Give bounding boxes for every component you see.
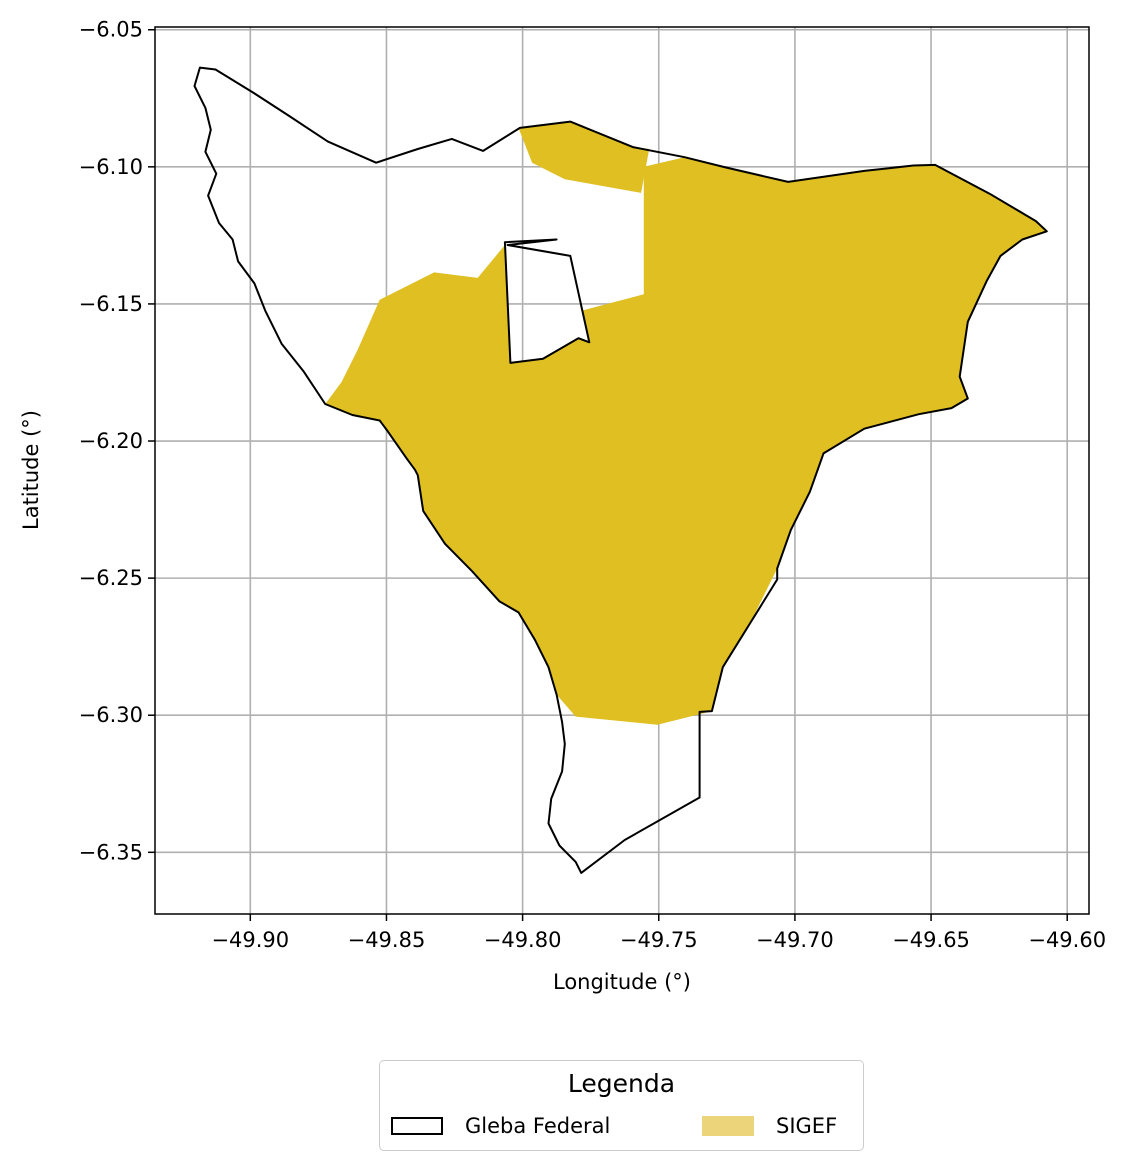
x-tick-label: −49.80 bbox=[484, 928, 562, 952]
x-tick-label: −49.70 bbox=[756, 928, 834, 952]
y-axis-title: Latitude (°) bbox=[19, 410, 43, 530]
x-axis-title: Longitude (°) bbox=[553, 970, 691, 994]
legend-item-gleba-federal: Gleba Federal bbox=[391, 1112, 610, 1140]
legend-label-sigef: SIGEF bbox=[776, 1114, 838, 1138]
x-tick-label: −49.85 bbox=[348, 928, 426, 952]
y-tick-label: −6.10 bbox=[79, 155, 143, 179]
sigef-parcel bbox=[325, 157, 1047, 725]
x-tick-label: −49.75 bbox=[620, 928, 698, 952]
gleba-federal-boundary bbox=[503, 238, 591, 364]
y-tick-label: −6.25 bbox=[79, 566, 143, 590]
y-tick-label: −6.05 bbox=[79, 18, 143, 42]
y-tick-label: −6.15 bbox=[79, 292, 143, 316]
x-axis-ticks: −49.90 −49.85 −49.80 −49.75 −49.70 −49.65 −49.… bbox=[211, 914, 1106, 952]
gleba-federal-boundary bbox=[193, 66, 1048, 874]
x-tick-label: −49.60 bbox=[1028, 928, 1106, 952]
sigef-fill-swatch bbox=[702, 1116, 754, 1136]
y-axis-ticks: −6.05 −6.10 −6.15 −6.20 −6.25 −6.30 −6.35 bbox=[79, 18, 155, 864]
legend: Legenda Gleba Federal SIGEF bbox=[379, 1060, 864, 1151]
gleba-federal-layer bbox=[193, 66, 1048, 874]
map-plot: −49.90 −49.85 −49.80 −49.75 −49.70 −49.65 −49.… bbox=[19, 18, 1106, 994]
legend-item-sigef: SIGEF bbox=[702, 1112, 837, 1140]
x-tick-label: −49.65 bbox=[892, 928, 970, 952]
x-tick-label: −49.90 bbox=[211, 928, 289, 952]
legend-title: Legenda bbox=[567, 1069, 676, 1098]
legend-label-gleba-federal: Gleba Federal bbox=[465, 1114, 611, 1138]
plot-frame bbox=[154, 26, 1090, 915]
y-tick-label: −6.20 bbox=[79, 429, 143, 453]
sigef-parcel bbox=[518, 121, 650, 193]
y-tick-label: −6.30 bbox=[79, 703, 143, 727]
y-tick-label: −6.35 bbox=[79, 840, 143, 864]
sigef-layer bbox=[325, 121, 1047, 725]
gleba-outline-swatch bbox=[391, 1117, 443, 1135]
